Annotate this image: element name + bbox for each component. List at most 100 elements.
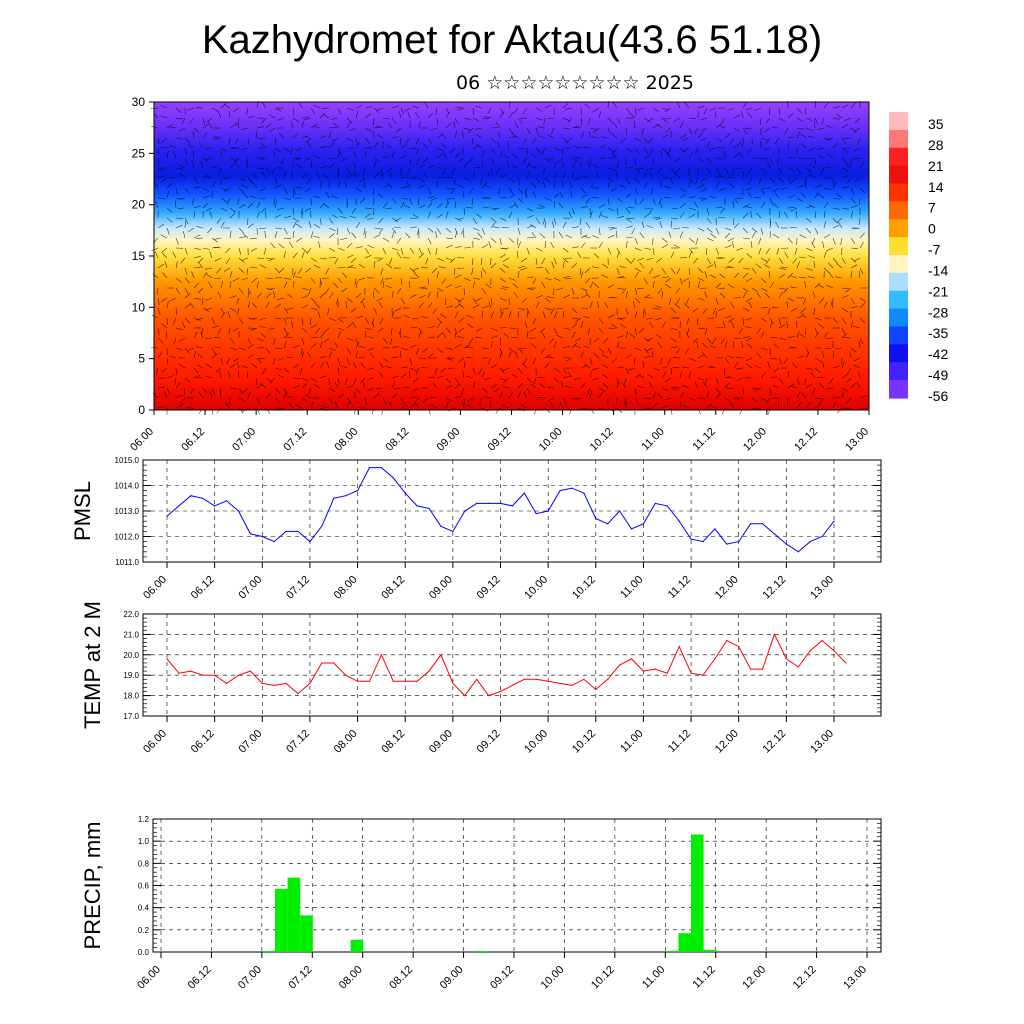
- wind-barb: [741, 341, 744, 349]
- wind-barb: [543, 117, 546, 125]
- wind-barb: [376, 125, 384, 129]
- colorbar-label: 0: [928, 221, 936, 237]
- wind-barb: [784, 127, 789, 135]
- wind-barb: [400, 405, 408, 409]
- data-point: [678, 520, 680, 522]
- wind-barb: [166, 207, 173, 213]
- wind-barb: [193, 205, 201, 209]
- wind-barb: [220, 102, 227, 109]
- wind-barb: [638, 327, 645, 334]
- wind-barb: [859, 317, 866, 324]
- wind-barb: [657, 342, 663, 349]
- wind-barb: [415, 137, 420, 145]
- wind-barb: [778, 167, 783, 175]
- wind-barb: [670, 207, 678, 210]
- wind-barb: [484, 184, 492, 189]
- wind-barb: [733, 114, 741, 119]
- wind-barb: [643, 307, 646, 315]
- wind-barb: [178, 127, 186, 132]
- wind-barb: [247, 287, 252, 295]
- wind-barb: [679, 193, 686, 199]
- wind-barb: [832, 397, 841, 399]
- wind-barb: [355, 281, 358, 289]
- wind-barb: [511, 336, 519, 339]
- wind-barb: [585, 277, 591, 284]
- wind-barb: [180, 397, 186, 404]
- wind-barb: [722, 321, 726, 329]
- wind-barb: [427, 336, 435, 339]
- wind-barb: [225, 257, 231, 264]
- wind-barb: [601, 136, 609, 139]
- wind-barb: [796, 127, 804, 130]
- wind-barb: [337, 377, 340, 385]
- wind-barb: [247, 301, 251, 309]
- wind-barb: [193, 351, 197, 359]
- wind-barb: [269, 377, 276, 384]
- wind-barb: [391, 151, 395, 159]
- wind-barb: [166, 182, 173, 189]
- wind-barb: [747, 192, 753, 199]
- wind-barb: [745, 326, 753, 329]
- wind-barb: [646, 167, 654, 171]
- wind-barb: [720, 207, 726, 214]
- wind-barb: [742, 127, 747, 135]
- wind-barb: [571, 287, 575, 295]
- wind-barb: [292, 133, 299, 139]
- wind-barb: [427, 277, 430, 286]
- precip-bar: [665, 950, 679, 952]
- wind-barb: [778, 287, 786, 290]
- wind-barb: [204, 337, 213, 339]
- x-tick-label: 07.12: [281, 426, 309, 454]
- wind-barb: [458, 357, 465, 363]
- wind-barb: [530, 383, 537, 389]
- wind-barb: [325, 267, 330, 275]
- wind-barb: [697, 354, 705, 359]
- wind-barb: [598, 241, 603, 249]
- wind-barb: [724, 341, 728, 349]
- wind-barb: [382, 357, 389, 363]
- wind-barb: [376, 297, 384, 302]
- wind-barb: [697, 157, 704, 163]
- wind-barb: [832, 237, 836, 245]
- wind-barb: [265, 407, 271, 414]
- wind-barb: [813, 307, 816, 315]
- x-tick-label: 08.12: [384, 426, 412, 454]
- wind-barb: [666, 152, 672, 159]
- wind-barb: [526, 171, 530, 179]
- wind-barb: [787, 370, 790, 379]
- wind-barb: [274, 201, 277, 209]
- wind-barb: [480, 271, 483, 279]
- wind-barb: [193, 367, 199, 374]
- wind-barb: [256, 257, 265, 259]
- wind-barb: [377, 192, 384, 199]
- data-point: [190, 670, 192, 672]
- wind-barb: [229, 337, 235, 344]
- x-tick-label: 12.12: [761, 728, 789, 756]
- wind-barb: [229, 295, 237, 299]
- wind-barb: [611, 152, 618, 159]
- wind-barb: [193, 127, 200, 134]
- wind-barb: [607, 227, 616, 229]
- wind-barb: [574, 377, 582, 380]
- wind-barb: [352, 361, 357, 369]
- wind-barb: [278, 132, 285, 139]
- wind-barb: [670, 220, 672, 229]
- wind-barb: [526, 247, 530, 255]
- wind-barb: [795, 211, 798, 219]
- wind-barb: [373, 261, 376, 269]
- wind-barb: [506, 141, 510, 149]
- wind-barb: [659, 221, 663, 229]
- x-tick-label: 09.12: [486, 426, 514, 454]
- wind-barb: [685, 331, 690, 339]
- wind-barb: [202, 387, 208, 394]
- wind-barb: [603, 337, 609, 344]
- wind-barb: [562, 180, 564, 189]
- wind-barb: [416, 157, 420, 165]
- wind-barb: [611, 133, 618, 139]
- wind-barb: [466, 404, 474, 409]
- wind-barb: [643, 171, 648, 179]
- wind-barb: [461, 227, 465, 235]
- wind-barb: [547, 157, 555, 161]
- data-point: [523, 678, 525, 680]
- wind-barb: [229, 157, 237, 162]
